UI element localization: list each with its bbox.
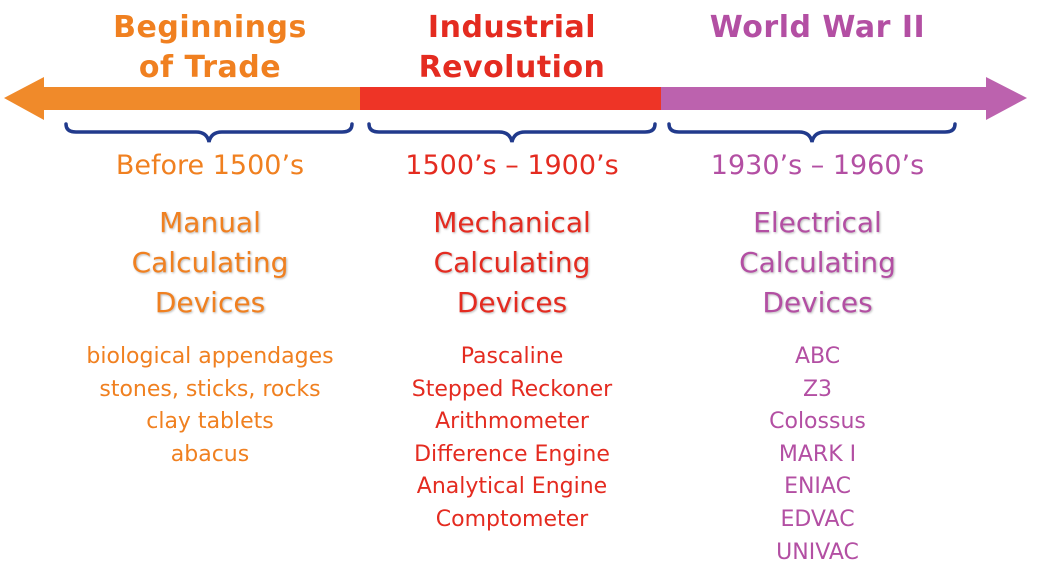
device-item: Colossus — [769, 409, 866, 435]
timeline-right-arrowhead — [986, 77, 1027, 120]
timeline-segment-red — [360, 87, 662, 110]
category-line: Calculating — [131, 246, 289, 279]
brace-period-1 — [64, 122, 354, 143]
device-category: Electrical Calculating Devices — [665, 203, 970, 323]
device-list: Pascaline Stepped Reckoner Arithmometer … — [362, 341, 662, 537]
device-item: Z3 — [802, 376, 833, 402]
date-range: 1500’s – 1900’s — [405, 150, 619, 181]
device-item: MARK I — [778, 441, 857, 467]
category-line: Manual — [159, 206, 261, 239]
device-item: Pascaline — [460, 344, 564, 369]
device-item: UNIVAC — [776, 539, 859, 565]
device-item: Arithmometer — [435, 409, 589, 435]
category-line: Mechanical — [433, 206, 591, 239]
era-title-line: Industrial — [427, 10, 597, 45]
date-range: Before 1500’s — [115, 150, 305, 181]
era-title: World War II — [665, 8, 970, 48]
device-item: Comptometer — [435, 506, 589, 532]
era-title-line: Beginnings — [113, 10, 307, 45]
device-item: ENIAC — [784, 474, 851, 500]
brace-period-2 — [367, 122, 657, 143]
device-item: ABC — [794, 344, 841, 369]
device-item: EDVAC — [780, 506, 855, 532]
era-title-line: of Trade — [138, 50, 282, 85]
category-line: Calculating — [739, 246, 896, 279]
brace-period-3 — [667, 122, 957, 143]
date-range: 1930’s – 1960’s — [710, 150, 925, 181]
era-title-line: Revolution — [418, 50, 606, 85]
device-item: biological appendages — [86, 344, 334, 369]
timeline-segment-orange — [40, 87, 361, 110]
category-line: Devices — [762, 286, 873, 319]
category-line: Electrical — [753, 206, 882, 239]
device-item: stones, sticks, rocks — [99, 376, 321, 402]
device-item: Difference Engine — [414, 441, 610, 467]
era-title: Industrial Revolution — [362, 8, 662, 88]
category-line: Devices — [456, 286, 568, 319]
device-item: clay tablets — [146, 409, 274, 435]
era-title-line: World War II — [709, 10, 926, 45]
device-list: ABC Z3 Colossus MARK I ENIAC EDVAC UNIVA… — [665, 341, 970, 569]
category-line: Calculating — [433, 246, 591, 279]
device-item: Stepped Reckoner — [411, 376, 613, 402]
device-list: biological appendages stones, sticks, ro… — [60, 341, 360, 471]
device-category: Mechanical Calculating Devices — [362, 203, 662, 323]
timeline-left-arrowhead — [4, 77, 44, 120]
era-title: Beginnings of Trade — [60, 8, 360, 88]
device-category: Manual Calculating Devices — [60, 203, 360, 323]
device-item: abacus — [170, 441, 250, 467]
timeline-segment-purple — [661, 87, 991, 110]
category-line: Devices — [154, 286, 266, 319]
device-item: Analytical Engine — [416, 474, 608, 500]
